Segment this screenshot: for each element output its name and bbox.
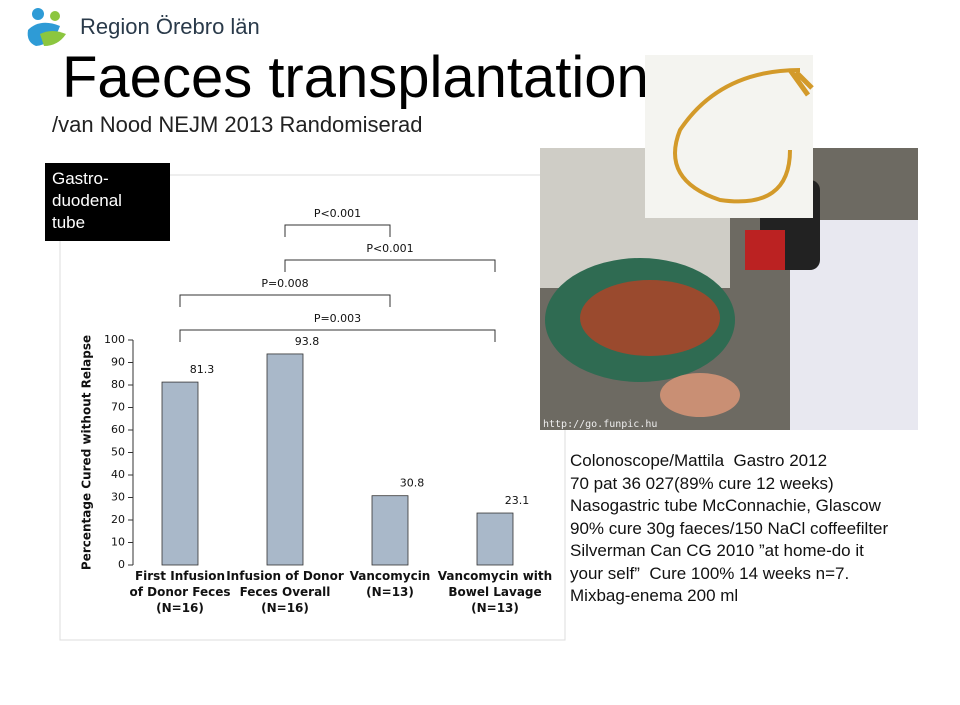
note-line: Nasogastric tube McConnachie, Glascow (570, 496, 881, 515)
y-tick-label: 40 (111, 468, 125, 481)
value-label: 23.1 (505, 494, 530, 507)
value-label: 30.8 (400, 477, 425, 490)
bar (476, 512, 514, 566)
y-tick-label: 0 (118, 558, 125, 571)
logo (27, 8, 66, 46)
label-box (45, 163, 170, 241)
y-tick-label: 80 (111, 378, 125, 391)
subtitle: /van Nood NEJM 2013 Randomiserad (52, 112, 423, 137)
significance-bracket (179, 329, 496, 342)
y-tick-label: 90 (111, 356, 125, 369)
box-label: Gastro- duodenal tube (52, 169, 122, 232)
photo: http://go.funpic.hu (540, 148, 918, 430)
y-tick-label: 20 (111, 513, 125, 526)
y-axis-label: Percentage Cured without Relapse (80, 335, 94, 570)
p-value: P=0.003 (314, 312, 361, 325)
y-tick-label: 70 (111, 401, 125, 414)
p-value: P<0.001 (366, 242, 413, 255)
significance-bracket (284, 259, 496, 272)
note-line: Silverman Can CG 2010 ”at home-do it (570, 541, 864, 560)
title: Faeces transplantation (62, 45, 649, 110)
significance-bracket (179, 294, 391, 307)
y-tick-label: 30 (111, 491, 125, 504)
x-tick-label: Vancomycin with Bowel Lavage (N=13) (437, 569, 553, 615)
notes: Colonoscope/Mattila Gastro 2012 70 pat 36… (570, 450, 888, 608)
significance-bracket (284, 224, 391, 237)
bar (161, 381, 199, 566)
catheter-image (645, 55, 814, 218)
y-tick-label: 10 (111, 536, 125, 549)
note-line: 90% cure 30g faeces/150 NaCl coffeefilte… (570, 518, 889, 538)
value-label: 93.8 (295, 335, 320, 348)
y-tick-label: 100 (104, 333, 125, 346)
x-tick-label: Vancomycin (N=13) (349, 569, 431, 599)
bar (266, 353, 304, 566)
note-line: your self” Cure 100% 14 weeks n=7. (570, 563, 850, 583)
p-value: P<0.001 (314, 207, 361, 220)
org-name: Region Örebro län (80, 14, 260, 39)
x-tick-label: First Infusion of Donor Feces (N=16) (129, 569, 231, 615)
x-tick-label: Infusion of Donor Feces Overall (N=16) (226, 569, 344, 615)
y-tick-label: 60 (111, 423, 125, 436)
photo-caption: http://go.funpic.hu (543, 419, 657, 430)
note-line: Mixbag-enema 200 ml (570, 586, 739, 605)
value-label: 81.3 (190, 363, 215, 376)
y-tick-label: 50 (111, 446, 125, 459)
note-line: 70 pat 36 027(89% cure 12 weeks) (570, 473, 834, 493)
p-value: P=0.008 (261, 277, 308, 290)
bar (371, 495, 409, 566)
note-line: Colonoscope/Mattila Gastro 2012 (570, 451, 828, 470)
